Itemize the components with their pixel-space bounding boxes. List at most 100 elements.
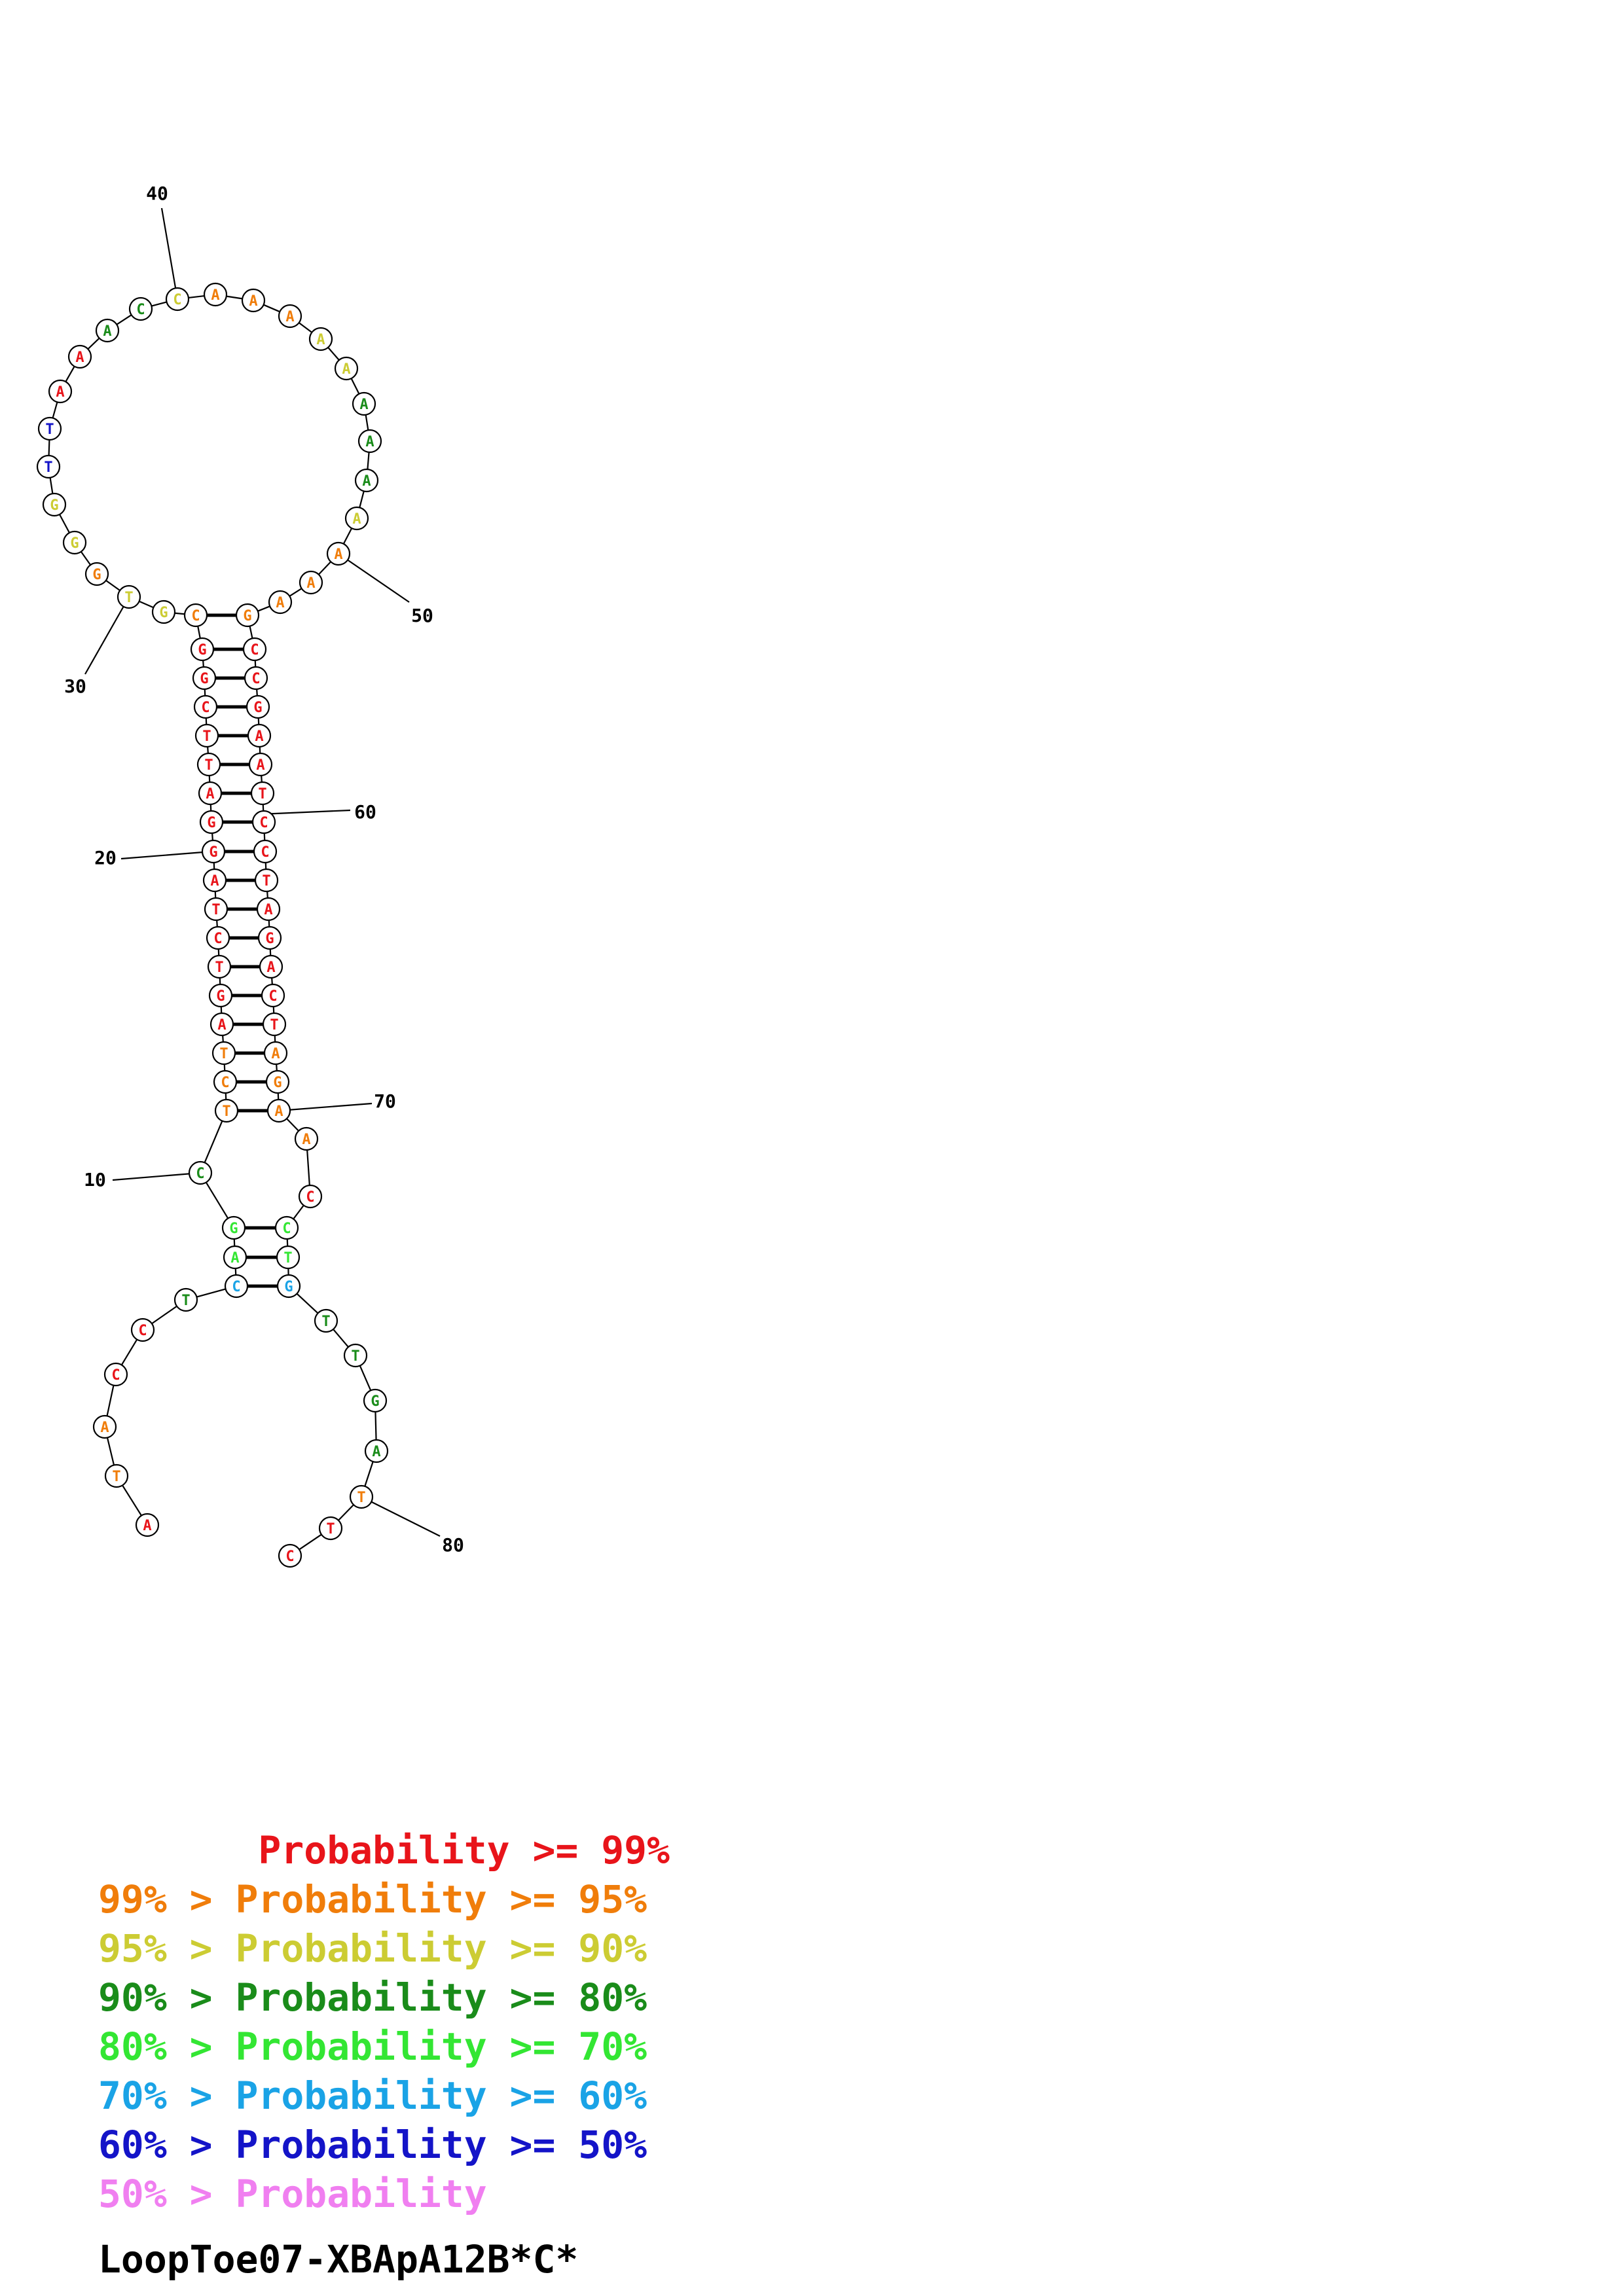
nucleotide: A — [294, 1126, 319, 1151]
backbone-link — [204, 1121, 223, 1163]
nucleotide-letter: G — [92, 567, 101, 583]
backbone-link — [293, 1204, 304, 1220]
nucleotide-letter: T — [45, 422, 54, 438]
nucleotide: T — [204, 897, 228, 922]
nucleotide-circle — [257, 925, 282, 950]
nucleotide: A — [202, 868, 227, 893]
nucleotide-circle — [244, 666, 268, 691]
nucleotide: G — [42, 492, 67, 517]
legend-entry: 95% > Probability >= 90% — [98, 1926, 647, 1971]
nucleotide-letter: C — [111, 1367, 120, 1384]
nucleotide-letter: C — [196, 1166, 204, 1182]
backbone-link — [106, 1437, 115, 1465]
nucleotide-letter: A — [316, 332, 325, 348]
nucleotide-circle — [248, 752, 273, 777]
nucleotide-letter: T — [219, 1046, 228, 1062]
backbone-link — [59, 514, 70, 533]
nucleotide-circle — [103, 1362, 128, 1387]
backbone-link — [374, 1411, 377, 1441]
nucleotide-circle — [278, 304, 302, 329]
backbone-link — [116, 314, 132, 325]
nucleotide-letter: G — [207, 815, 215, 831]
nucleotide-letter: T — [357, 1490, 365, 1506]
nucleotide: G — [221, 1215, 246, 1240]
backbone-link — [151, 1305, 177, 1325]
nucleotide-letter: A — [210, 873, 219, 889]
nucleotide-letter: G — [216, 988, 225, 1005]
nucleotide-circle — [308, 327, 333, 351]
nucleotide: C — [244, 666, 268, 691]
backbone-link — [276, 1064, 278, 1071]
nucleotide-letter: A — [359, 397, 368, 413]
nucleotide: T — [314, 1308, 338, 1333]
nucleotide: A — [135, 1513, 160, 1537]
nucleotide-letter: A — [276, 595, 284, 611]
nucleotide-letter: C — [191, 608, 200, 624]
backbone-link — [52, 402, 58, 418]
nucleotide-letter: A — [255, 728, 263, 745]
position-ticks: 10 20 30 40 50 60 70 80 — [64, 183, 464, 1556]
nucleotide-letter: G — [273, 1075, 282, 1091]
nucleotide-letter: A — [352, 511, 361, 528]
nucleotide: C — [193, 694, 218, 719]
nucleotide-circle — [352, 391, 376, 416]
nucleotide-letter: G — [284, 1279, 293, 1295]
nucleotide-letter: C — [250, 642, 259, 658]
nucleotide: C — [242, 637, 267, 662]
nucleotides: ATACCTCAGCTCTAGTCTAGGATTCGGCGTGGGTTAAACC… — [36, 282, 389, 1568]
nucleotide: A — [352, 391, 376, 416]
base-pair-bonds — [207, 613, 278, 1288]
backbone — [48, 295, 377, 1551]
nucleotide-letter: A — [362, 473, 371, 490]
nucleotide: C — [224, 1274, 249, 1299]
nucleotide: G — [201, 839, 226, 864]
nucleotide-circle — [84, 562, 109, 586]
nucleotide-circle — [213, 1069, 238, 1094]
nucleotide-letter: A — [217, 1017, 226, 1033]
nucleotide-circle — [242, 637, 267, 662]
nucleotide-circle — [223, 1245, 247, 1270]
backbone-link — [139, 600, 154, 609]
backbone-link — [65, 366, 75, 382]
nucleotide: A — [308, 327, 333, 351]
position-tick-line — [361, 1496, 441, 1537]
legend-entry: 90% > Probability >= 80% — [98, 1975, 647, 2020]
nucleotide: A — [299, 570, 323, 595]
nucleotide-circle — [36, 454, 61, 479]
nucleotide: A — [278, 304, 302, 329]
nucleotide: G — [151, 600, 176, 624]
nucleotide-circle — [354, 468, 379, 493]
nucleotide-circle — [314, 1308, 338, 1333]
position-tick-label: 50 — [411, 605, 433, 626]
nucleotide: G — [257, 925, 282, 950]
nucleotide-circle — [235, 603, 260, 628]
nucleotide-circle — [135, 1513, 160, 1537]
nucleotide: T — [349, 1484, 374, 1509]
nucleotide: C — [103, 1362, 128, 1387]
nucleotide: A — [268, 590, 293, 615]
nucleotide: T — [250, 781, 275, 806]
nucleotide-circle — [203, 282, 228, 307]
nucleotide: T — [276, 1245, 301, 1270]
nucleotide: A — [247, 723, 272, 748]
nucleotide-letter: T — [112, 1469, 120, 1485]
nucleotide: A — [334, 356, 359, 381]
legend-entry: 80% > Probability >= 70% — [98, 2024, 647, 2069]
nucleotide-letter: A — [230, 1250, 239, 1266]
position-tick-label: 20 — [94, 847, 117, 869]
backbone-link — [196, 1288, 226, 1298]
nucleotide-circle — [48, 379, 73, 404]
nucleotide-circle — [194, 723, 219, 748]
probability-legend: Probability >= 99% 99% > Probability >= 9… — [98, 1826, 670, 2219]
nucleotide: T — [117, 584, 141, 609]
nucleotide-letter: A — [249, 293, 257, 310]
nucleotide-circle — [183, 603, 208, 628]
position-tick-label: 10 — [84, 1169, 106, 1191]
nucleotide-circle — [67, 344, 92, 369]
nucleotide: A — [263, 1041, 288, 1066]
nucleotide: A — [357, 429, 382, 454]
nucleotide-letter: C — [285, 1549, 294, 1565]
nucleotide-circle — [247, 723, 272, 748]
nucleotide: T — [262, 1012, 287, 1037]
